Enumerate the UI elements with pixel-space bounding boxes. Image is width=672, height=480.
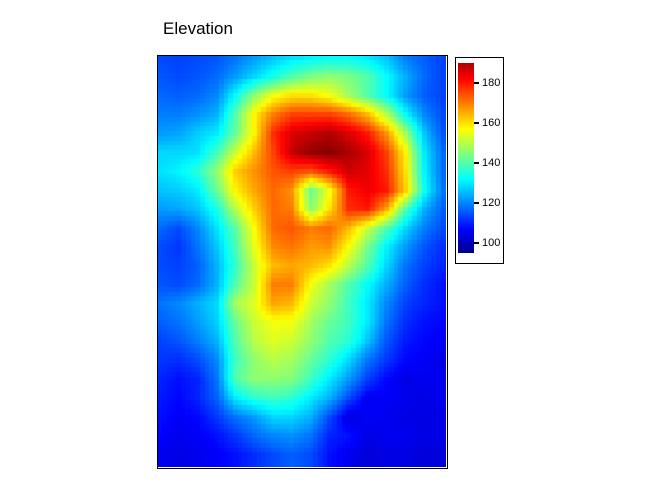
colorbar-tick-label: 140 (482, 157, 501, 169)
colorbar-tick-label: 160 (482, 117, 501, 129)
colorbar-tick (474, 122, 479, 124)
colorbar-tick (474, 82, 479, 84)
colorbar-tick-label: 180 (482, 77, 501, 89)
chart-title: Elevation (163, 19, 233, 38)
colorbar-tick-label: 120 (482, 197, 501, 209)
heatmap-canvas (157, 55, 446, 467)
colorbar-tick (474, 162, 479, 164)
heatmap-plot-area (156, 54, 448, 469)
colorbar-tick-label: 100 (482, 237, 501, 249)
colorbar-tick (474, 242, 479, 244)
colorbar-tick (474, 202, 479, 204)
colorbar-gradient (458, 63, 474, 253)
